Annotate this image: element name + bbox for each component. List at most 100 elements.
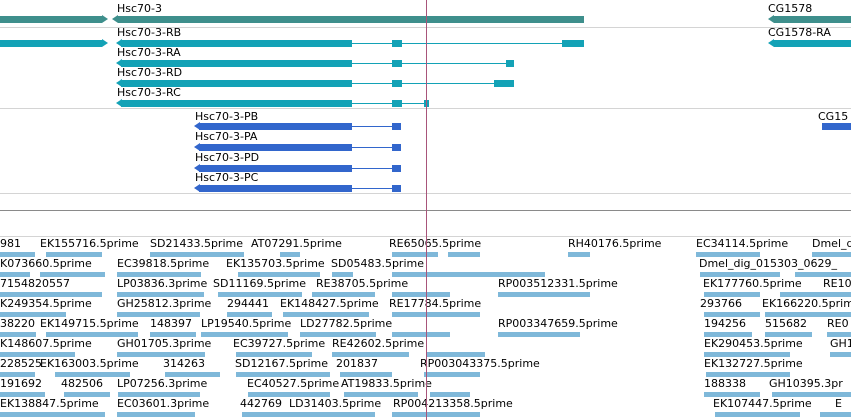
est-feature[interactable] xyxy=(795,272,851,277)
transcript-label[interactable]: Hsc70-3-RA xyxy=(117,46,181,59)
est-feature[interactable] xyxy=(280,252,300,257)
est-label[interactable]: 194256 xyxy=(704,317,746,330)
est-label[interactable]: K249354.5prime xyxy=(0,297,92,310)
est-label[interactable]: 293766 xyxy=(700,297,742,310)
exon[interactable] xyxy=(199,144,352,151)
est-label[interactable]: SD05483.5prime xyxy=(331,257,424,270)
est-label[interactable]: 191692 xyxy=(0,377,42,390)
est-feature[interactable] xyxy=(426,352,485,357)
est-label[interactable]: K148607.5prime xyxy=(0,337,92,350)
est-label[interactable]: LP03836.3prime xyxy=(117,277,208,290)
est-feature[interactable] xyxy=(118,392,200,397)
gene-bar[interactable] xyxy=(774,16,851,23)
est-label[interactable]: 482506 xyxy=(61,377,103,390)
est-label[interactable]: 981 xyxy=(0,237,21,250)
est-feature[interactable] xyxy=(498,292,590,297)
est-label[interactable]: 7154820557 xyxy=(0,277,70,290)
exon[interactable] xyxy=(121,40,352,47)
exon[interactable] xyxy=(392,80,402,87)
exon[interactable] xyxy=(121,60,352,67)
est-label[interactable]: RP003043375.5prime xyxy=(420,357,540,370)
est-feature[interactable] xyxy=(812,252,851,257)
est-feature[interactable] xyxy=(392,412,480,417)
est-feature[interactable] xyxy=(765,312,851,317)
transcript-label[interactable]: Hsc70-3-RD xyxy=(117,66,183,79)
est-feature[interactable] xyxy=(290,412,375,417)
est-feature[interactable] xyxy=(0,312,66,317)
est-feature[interactable] xyxy=(312,292,375,297)
est-label[interactable]: EK155716.5prime xyxy=(40,237,139,250)
est-label[interactable]: EK148427.5prime xyxy=(280,297,379,310)
transcript-label[interactable]: Hsc70-3-RC xyxy=(117,86,181,99)
est-feature[interactable] xyxy=(117,272,201,277)
est-feature[interactable] xyxy=(424,372,480,377)
est-feature[interactable] xyxy=(117,292,204,297)
est-feature[interactable] xyxy=(700,272,780,277)
exon[interactable] xyxy=(199,185,352,192)
est-label[interactable]: GH1 xyxy=(830,337,851,350)
est-label[interactable]: RE42602.5prime xyxy=(332,337,425,350)
est-feature[interactable] xyxy=(300,332,376,337)
est-label[interactable]: EC03601.3prime xyxy=(117,397,210,410)
est-feature[interactable] xyxy=(392,312,480,317)
est-feature[interactable] xyxy=(498,332,580,337)
est-feature[interactable] xyxy=(218,292,302,297)
est-feature[interactable] xyxy=(332,272,353,277)
est-label[interactable]: EK132727.5prime xyxy=(704,357,803,370)
transcript-label[interactable]: Hsc70-3-PB xyxy=(195,110,259,123)
est-feature[interactable] xyxy=(0,332,36,337)
est-feature[interactable] xyxy=(340,372,392,377)
est-feature[interactable] xyxy=(392,252,438,257)
est-feature[interactable] xyxy=(704,292,760,297)
est-label[interactable]: RH40176.5prime xyxy=(568,237,662,250)
gene-label[interactable]: CG1578 xyxy=(768,2,813,15)
exon[interactable] xyxy=(199,123,352,130)
est-feature[interactable] xyxy=(150,332,196,337)
est-label[interactable]: LP07256.3prime xyxy=(117,377,208,390)
est-label[interactable]: RE10 xyxy=(823,277,851,290)
est-feature[interactable] xyxy=(242,412,300,417)
est-label[interactable]: RE38705.5prime xyxy=(316,277,409,290)
est-feature[interactable] xyxy=(704,312,760,317)
est-label[interactable]: SD21433.5prime xyxy=(150,237,243,250)
est-label[interactable]: 38220 xyxy=(0,317,35,330)
est-feature[interactable] xyxy=(64,392,110,397)
transcript-label[interactable]: Hsc70-3-PD xyxy=(195,151,260,164)
est-label[interactable]: AT19833.5prime xyxy=(341,377,432,390)
est-label[interactable]: 515682 xyxy=(765,317,807,330)
est-feature[interactable] xyxy=(150,252,244,257)
est-label[interactable]: GH01705.3prime xyxy=(117,337,212,350)
est-feature[interactable] xyxy=(40,272,105,277)
est-label[interactable]: GH25812.3prime xyxy=(117,297,212,310)
est-feature[interactable] xyxy=(344,392,418,397)
est-label[interactable]: Dmel_d xyxy=(812,237,851,250)
est-label[interactable]: EK290453.5prime xyxy=(704,337,803,350)
est-label[interactable]: K073660.5prime xyxy=(0,257,92,270)
est-feature[interactable] xyxy=(706,372,790,377)
est-feature[interactable] xyxy=(165,372,220,377)
est-feature[interactable] xyxy=(248,392,330,397)
est-feature[interactable] xyxy=(704,392,760,397)
est-label[interactable]: SD11169.5prime xyxy=(213,277,306,290)
transcript-label[interactable]: CG1578-RA xyxy=(768,26,831,39)
exon[interactable] xyxy=(774,40,851,47)
est-label[interactable]: EK177760.5prime xyxy=(703,277,802,290)
exon[interactable] xyxy=(121,80,352,87)
est-feature[interactable] xyxy=(704,332,752,337)
est-label[interactable]: RE65065.5prime xyxy=(389,237,482,250)
exon[interactable] xyxy=(392,100,402,107)
est-label[interactable]: E xyxy=(835,397,842,410)
est-label[interactable]: 442769 xyxy=(240,397,282,410)
exon[interactable] xyxy=(392,144,401,151)
exon[interactable] xyxy=(0,40,102,47)
est-label[interactable]: LD31403.5prime xyxy=(289,397,382,410)
est-feature[interactable] xyxy=(830,352,851,357)
est-feature[interactable] xyxy=(0,372,35,377)
est-feature[interactable] xyxy=(283,312,369,317)
est-feature[interactable] xyxy=(46,252,102,257)
est-feature[interactable] xyxy=(0,292,102,297)
est-label[interactable]: RP003512331.5prime xyxy=(498,277,618,290)
est-feature[interactable] xyxy=(55,372,130,377)
est-feature[interactable] xyxy=(117,312,200,317)
